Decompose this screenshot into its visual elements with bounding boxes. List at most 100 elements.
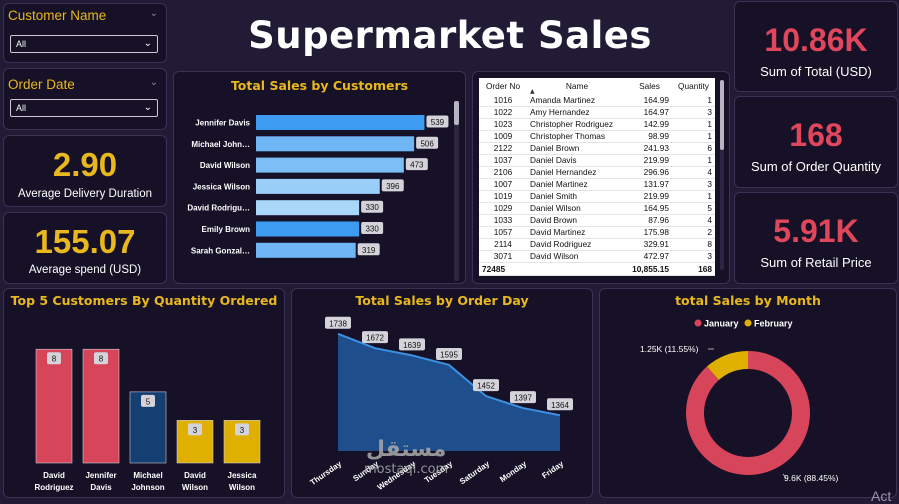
label-leader <box>782 473 787 479</box>
table-row[interactable]: 2122 Daniel Brown 241.93 6 <box>479 142 715 155</box>
quantity-bar-label: Davis <box>90 483 112 492</box>
column-header-name[interactable]: Name <box>527 78 627 94</box>
table-header-row: Order No Name Sales Quantity <box>479 78 715 94</box>
quantity-bar-label: Rodriguez <box>34 483 73 492</box>
cell-quantity: 5 <box>672 202 715 215</box>
table-row[interactable]: 1019 Daniel Smith 219.99 1 <box>479 190 715 203</box>
cell-quantity: 2 <box>672 226 715 239</box>
kpi-delivery-value: 2.90 <box>52 146 118 183</box>
cell-quantity: 8 <box>672 238 715 251</box>
top5-quantity-panel: Top 5 Customers By Quantity Ordered 8 Dav… <box>3 288 285 498</box>
sales-by-day-label: Saturday <box>458 459 492 486</box>
customer-name-slicer-label: Customer Name <box>8 8 107 23</box>
cell-quantity: 6 <box>672 142 715 155</box>
cell-order-no: 1023 <box>479 118 527 131</box>
sales-by-customers-title: Total Sales by Customers <box>230 78 409 93</box>
quantity-bar-value-group: 3 <box>235 423 249 436</box>
column-header-order-no[interactable]: Order No <box>479 78 527 94</box>
scrollbar[interactable] <box>454 101 459 281</box>
table-row[interactable]: 1007 Daniel Martinez 131.97 3 <box>479 178 715 191</box>
cell-name: Christopher Thomas <box>527 130 627 143</box>
kpi-spend-label: Average spend (USD) <box>28 264 142 276</box>
customer-bar-value: 330 <box>365 225 379 234</box>
top5-quantity-chart: 8 David Rodriguez 8 Jennifer Davis 5 Michael Joh… <box>34 348 261 492</box>
cell-name: Daniel Martinez <box>527 178 627 191</box>
cell-sales: 175.98 <box>627 226 672 239</box>
cell-name: Daniel Hernandez <box>527 166 627 179</box>
sales-by-day-value: 1364 <box>551 401 569 410</box>
cell-sales: 296.96 <box>627 166 672 179</box>
order-date-dropdown[interactable]: All ⌄ <box>10 99 158 117</box>
table-row[interactable]: 1037 Daniel Davis 219.99 1 <box>479 154 715 167</box>
customer-bar-value: 506 <box>420 139 434 148</box>
cell-name: David Martinez <box>527 226 627 239</box>
table-row[interactable]: 2106 Daniel Hernandez 296.96 4 <box>479 166 715 179</box>
orders-table-panel: Order No Name Sales Quantity 1016 Amanda … <box>472 71 730 284</box>
sales-by-day-panel: Total Sales by Order Day 1738 Thursday 167… <box>291 288 593 498</box>
quantity-bar-value-bg <box>47 352 61 365</box>
cell-order-no: 2114 <box>479 238 527 251</box>
kpi-spend-value: 155.07 <box>34 223 136 260</box>
quantity-bar-value-bg <box>235 423 249 436</box>
scrollbar-thumb[interactable] <box>454 101 459 125</box>
quantity-bar-value-group: 8 <box>94 352 108 365</box>
customer-bar-value-group: 319 <box>357 243 380 256</box>
table-row[interactable]: 2114 David Rodriguez 329.91 8 <box>479 238 715 251</box>
sort-arrow-icon: ▲ <box>530 88 535 95</box>
kpi-retail-label: Sum of Retail Price <box>760 255 872 270</box>
sales-by-day-line <box>337 332 561 417</box>
legend-marker <box>694 319 702 327</box>
dropdown-arrow-icon: ⌄ <box>143 38 152 49</box>
cell-order-no: 1029 <box>479 202 527 215</box>
total-sales: 10,855.15 <box>627 261 672 276</box>
customer-bar-value-group: 539 <box>426 115 449 128</box>
table-row[interactable]: 3071 David Wilson 472.97 3 <box>479 250 715 263</box>
chevron-down-icon[interactable]: ⌄ <box>149 8 158 19</box>
sales-by-day-value-group: 1595 <box>436 347 462 360</box>
cell-sales: 472.97 <box>627 250 672 263</box>
customer-bar-value-group: 473 <box>405 158 428 171</box>
cell-sales: 164.99 <box>627 94 672 107</box>
customer-name-dropdown[interactable]: All ⌄ <box>10 35 158 53</box>
customer-bar-label: Jennifer Davis <box>195 119 250 128</box>
table-row[interactable]: 1023 Christopher Rodriguez 142.99 1 <box>479 118 715 131</box>
kpi-total-value: 10.86K <box>764 22 868 58</box>
total-order-no: 72485 <box>479 261 527 276</box>
cell-sales: 164.97 <box>627 106 672 119</box>
cell-sales: 87.96 <box>627 214 672 227</box>
quantity-bar-value-bg <box>94 352 108 365</box>
cell-name: David Rodriguez <box>527 238 627 251</box>
kpi-retail-value: 5.91K <box>773 213 859 249</box>
column-header-sales[interactable]: Sales <box>627 78 672 94</box>
quantity-bar-label: David <box>184 471 206 480</box>
quantity-bar-label: Michael <box>133 471 162 480</box>
cell-name: Daniel Davis <box>527 154 627 167</box>
customer-bar-value-bg <box>416 136 439 149</box>
table-row[interactable]: 1022 Amy Hernandez 164.97 3 <box>479 106 715 119</box>
quantity-bar-label: David <box>43 471 65 480</box>
sales-by-day-value-group: 1639 <box>399 338 425 351</box>
sales-by-day-value-group: 1397 <box>510 391 536 404</box>
table-row[interactable]: 1009 Christopher Thomas 98.99 1 <box>479 130 715 143</box>
table-row[interactable]: 1016 Amanda Martinez 164.99 1 <box>479 94 715 107</box>
sales-by-day-value: 1397 <box>514 394 532 403</box>
kpi-spend-card: 155.07 Average spend (USD) <box>3 212 167 284</box>
sales-by-day-label: Thursday <box>308 459 343 487</box>
table-scrollbar-thumb[interactable] <box>720 80 724 150</box>
table-row[interactable]: 1057 David Martinez 175.98 2 <box>479 226 715 239</box>
sales-by-day-value-bg <box>362 331 388 344</box>
table-row[interactable]: 1033 David Brown 87.96 4 <box>479 214 715 227</box>
column-header-quantity[interactable]: Quantity <box>672 78 715 94</box>
customer-bar <box>256 157 404 173</box>
table-scrollbar[interactable] <box>720 80 724 270</box>
cell-name: Daniel Smith <box>527 190 627 203</box>
customer-bar <box>256 115 425 130</box>
table-row[interactable]: 1029 Daniel Wilson 164.95 5 <box>479 202 715 215</box>
sales-by-day-value: 1738 <box>329 319 347 328</box>
cell-order-no: 2106 <box>479 166 527 179</box>
kpi-quantity-label: Sum of Order Quantity <box>750 159 882 174</box>
chevron-down-icon[interactable]: ⌄ <box>149 77 158 88</box>
cell-quantity: 3 <box>672 106 715 119</box>
quantity-bar-label: Jennifer <box>85 471 116 480</box>
quantity-bar-value-bg <box>141 394 155 407</box>
